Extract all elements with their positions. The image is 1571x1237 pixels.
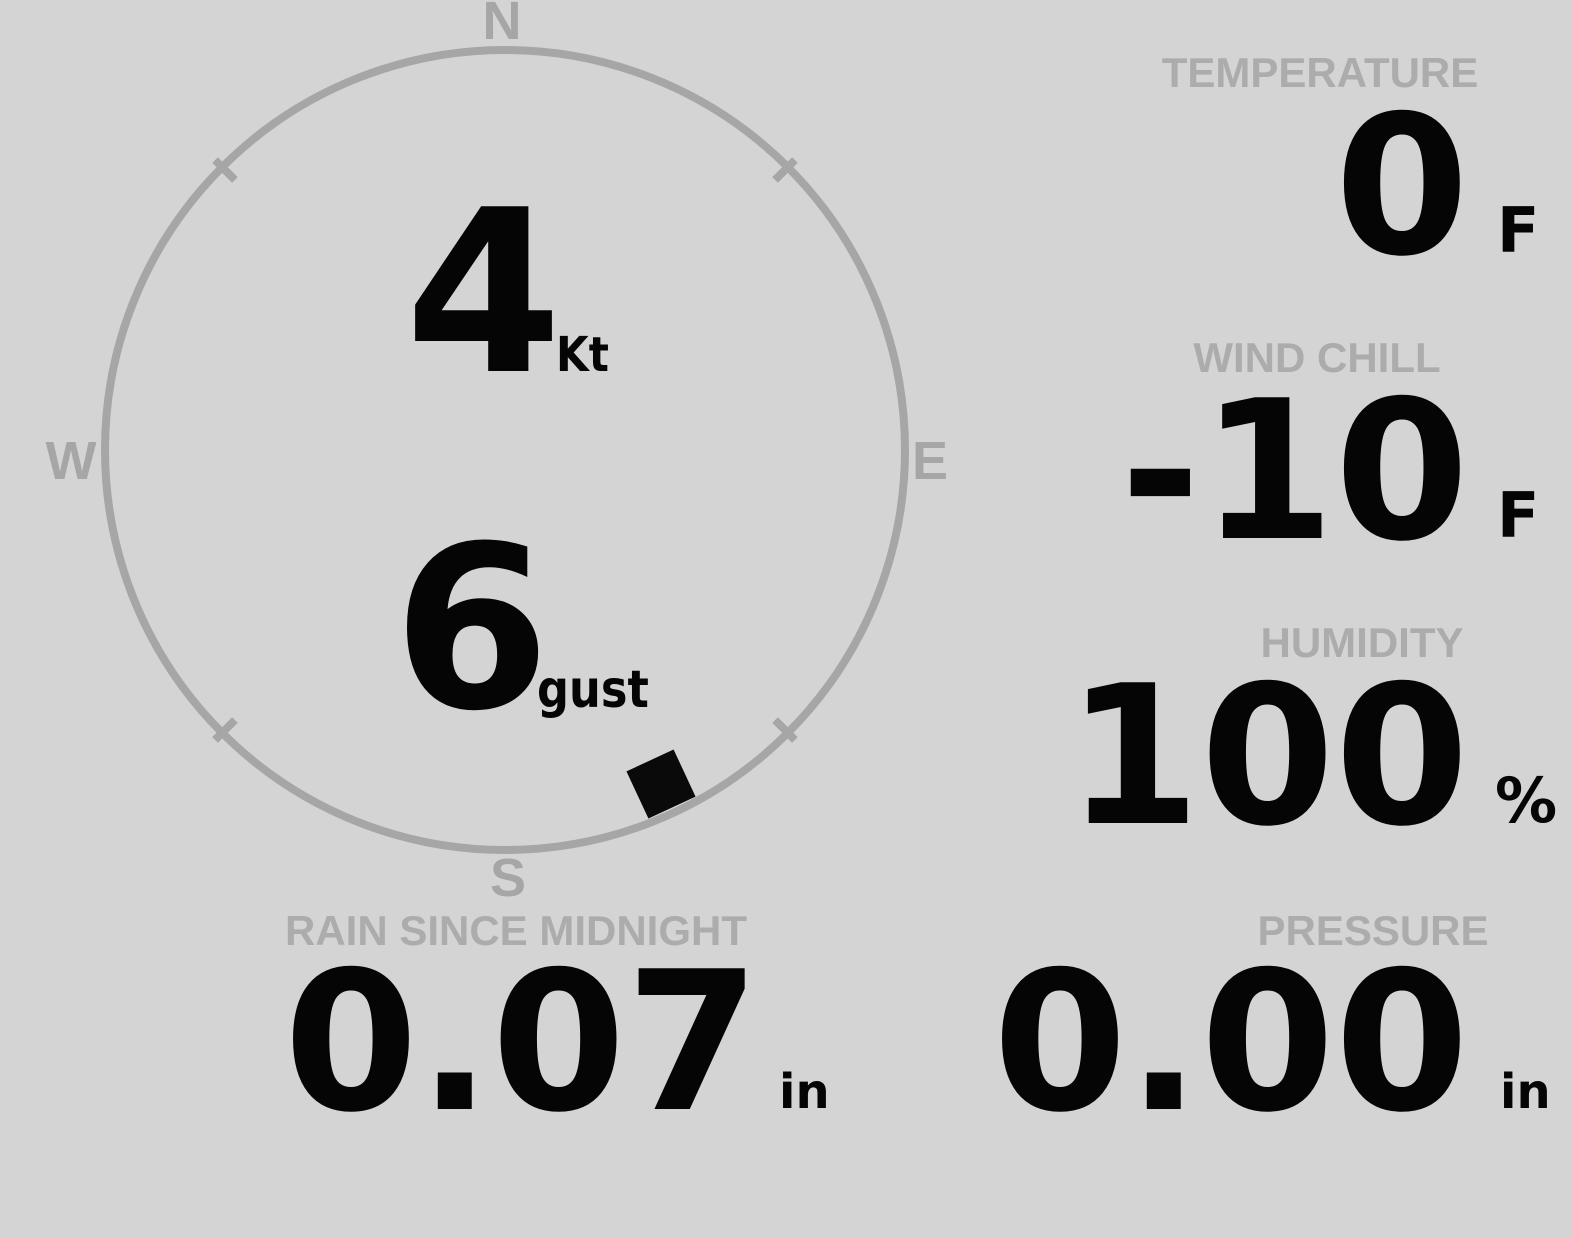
pressure-label: PRESSURE [1257,907,1489,954]
wind-chill-value: -10 [1120,359,1469,584]
temperature-value: 0 [1334,74,1469,299]
rain-unit: in [779,1064,830,1120]
wind-chill-unit: F [1497,479,1540,552]
compass-label-west: W [45,431,97,491]
wind-gust-unit: gust [537,660,649,720]
compass-label-south: S [489,848,527,908]
wind-speed-unit: Kt [556,327,609,383]
compass-label-north: N [482,0,522,51]
compass-label-east: E [911,431,949,491]
temperature-unit: F [1497,194,1540,267]
temperature-label: TEMPERATURE [1161,49,1479,96]
compass-circle [101,46,909,854]
rain-label: RAIN SINCE MIDNIGHT [285,907,747,954]
wind-gust-value: 6 [393,498,551,761]
humidity-label: HUMIDITY [1260,619,1464,666]
humidity-value: 100 [1066,644,1469,869]
humidity-unit: % [1495,764,1558,837]
pressure-value: 0.00 [992,930,1469,1155]
pressure-unit: in [1500,1064,1551,1120]
rain-value: 0.07 [283,930,760,1155]
wind-speed-value: 4 [405,162,563,425]
wind-chill-label: WIND CHILL [1193,334,1441,381]
